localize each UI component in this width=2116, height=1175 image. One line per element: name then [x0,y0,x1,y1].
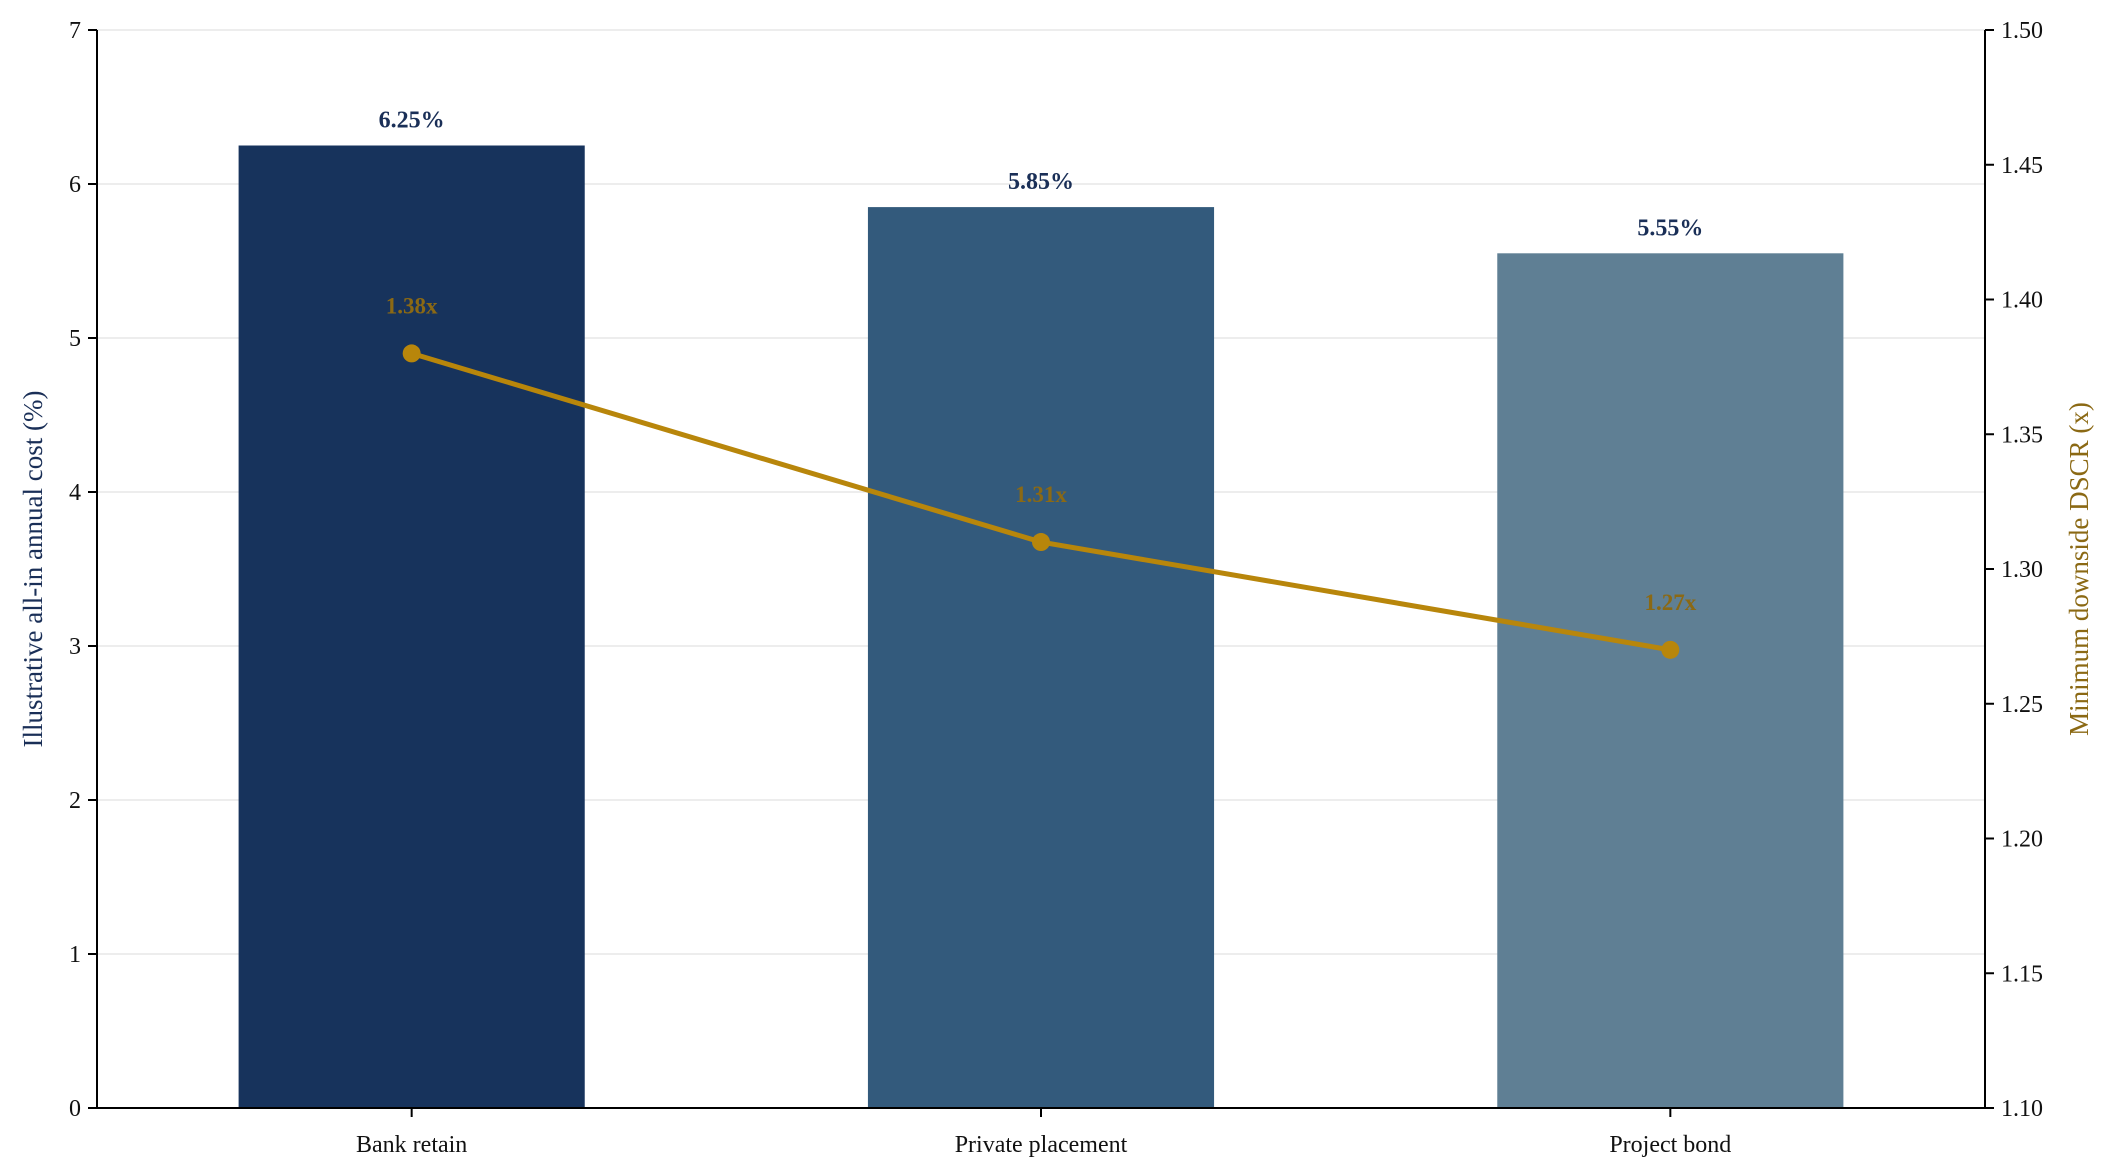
left-tick-label: 6 [69,172,81,198]
right-tick-label: 1.20 [2001,827,2043,853]
right-tick-label: 1.40 [2001,288,2043,314]
right-tick-label: 1.45 [2001,153,2043,179]
dscr-point-1 [402,344,421,363]
left-tick-label: 1 [69,942,81,968]
right-tick-label: 1.30 [2001,557,2043,583]
x-tick-label: Private placement [955,1132,1128,1158]
x-tick-label: Project bond [1609,1132,1731,1158]
dscr-point-2 [1032,533,1050,552]
bar-2 [867,207,1215,1109]
right-tick-label: 1.35 [2001,422,2043,448]
left-tick-label: 2 [69,788,81,814]
bar-3 [1497,253,1844,1109]
dscr-value-label: 1.31x [1015,482,1067,507]
dscr-point-3 [1661,640,1680,659]
right-tick-label: 1.15 [2001,961,2043,987]
axes-layer [88,29,1994,1117]
left-tick-label: 5 [69,326,81,352]
right-tick-label: 1.50 [2001,18,2043,44]
right-tick-label: 1.25 [2001,692,2043,718]
bar-value-label: 5.85% [1008,169,1074,195]
x-tick-label: Bank retain [356,1132,467,1158]
labels-layer: 0 1 2 3 4 5 6 7 1.10 1.15 1.20 1.25 1.30 1.35 1.40 1.45… [18,18,2094,1158]
left-tick-label: 0 [69,1096,81,1122]
bar-value-label: 5.55% [1637,215,1703,241]
line-layer [402,344,1680,659]
left-tick-label: 3 [69,634,81,660]
left-axis-title: Illustrative all-in annual cost (%) [18,391,48,748]
right-axis-title: Minimum downside DSCR (x) [2064,402,2094,736]
bars-layer [238,145,1844,1109]
left-tick-label: 7 [69,18,81,44]
left-tick-label: 4 [69,480,81,506]
bar-value-label: 6.25% [379,108,445,134]
dscr-value-label: 1.38x [386,293,438,318]
right-tick-label: 1.10 [2001,1096,2043,1122]
bar-1 [238,145,585,1108]
dscr-value-label: 1.27x [1644,590,1696,615]
